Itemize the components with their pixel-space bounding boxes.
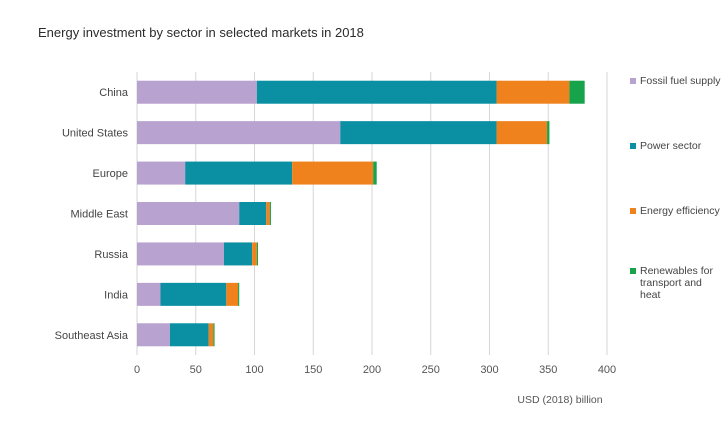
bar-southeast-asia-series-2 xyxy=(208,323,214,347)
bar-middle-east-series-3 xyxy=(269,202,271,225)
bar-southeast-asia-series-1 xyxy=(169,323,209,347)
y-tick-label-china: China xyxy=(99,87,129,99)
x-tick-label-350: 350 xyxy=(539,364,557,376)
x-tick-label-50: 50 xyxy=(190,364,202,376)
bar-china-series-2 xyxy=(496,80,570,104)
y-tick-label-europe: Europe xyxy=(93,168,128,180)
bar-russia-series-3 xyxy=(256,242,259,266)
bar-china-series-1 xyxy=(256,80,497,104)
x-tick-label-150: 150 xyxy=(304,364,322,376)
bar-middle-east-series-1 xyxy=(239,202,267,225)
bar-europe-series-0 xyxy=(137,161,186,185)
bar-southeast-asia-series-0 xyxy=(137,323,170,347)
x-tick-label-0: 0 xyxy=(134,364,140,376)
legend-label-1: Power sector xyxy=(640,140,702,152)
y-tick-label-middle-east: Middle East xyxy=(71,209,128,221)
bar-russia-series-2 xyxy=(252,242,257,266)
bar-india-series-1 xyxy=(160,282,227,306)
bar-united-states-series-1 xyxy=(340,121,497,145)
bar-middle-east-series-2 xyxy=(266,202,270,225)
y-tick-label-russia: Russia xyxy=(94,249,129,261)
legend-label-3: Renewables for transport and heat xyxy=(640,265,713,301)
bar-india-series-3 xyxy=(238,282,240,306)
y-tick-label-united-states: United States xyxy=(62,128,129,140)
legend-label-2: Energy efficiency xyxy=(640,205,720,217)
x-tick-label-250: 250 xyxy=(422,364,440,376)
x-tick-label-100: 100 xyxy=(245,364,263,376)
bar-india-series-0 xyxy=(137,282,161,306)
legend-label-0: Fossil fuel supply xyxy=(640,75,721,87)
chart-title: Energy investment by sector in selected … xyxy=(38,25,364,40)
bar-russia-series-1 xyxy=(223,242,253,266)
legend-swatch-0 xyxy=(630,78,636,84)
legend-swatch-3 xyxy=(630,268,636,274)
bar-europe-series-3 xyxy=(373,161,377,185)
bar-southeast-asia-series-3 xyxy=(213,323,215,347)
bar-russia-series-0 xyxy=(137,242,224,266)
bar-united-states-series-0 xyxy=(137,121,341,145)
y-tick-label-southeast-asia: Southeast Asia xyxy=(55,330,129,342)
bar-india-series-2 xyxy=(226,282,239,306)
bar-europe-series-2 xyxy=(292,161,374,185)
x-tick-label-400: 400 xyxy=(598,364,616,376)
bar-united-states-series-2 xyxy=(496,121,548,145)
legend-swatch-1 xyxy=(630,143,636,149)
y-tick-label-india: India xyxy=(104,289,129,301)
bar-middle-east-series-0 xyxy=(137,202,240,225)
bar-united-states-series-3 xyxy=(547,121,550,145)
x-axis-label: USD (2018) billion xyxy=(517,394,602,406)
bar-china-series-0 xyxy=(137,80,257,104)
bar-europe-series-1 xyxy=(185,161,293,185)
x-tick-label-300: 300 xyxy=(480,364,498,376)
legend-swatch-2 xyxy=(630,208,636,214)
x-tick-label-200: 200 xyxy=(363,364,381,376)
bar-china-series-3 xyxy=(569,80,585,104)
